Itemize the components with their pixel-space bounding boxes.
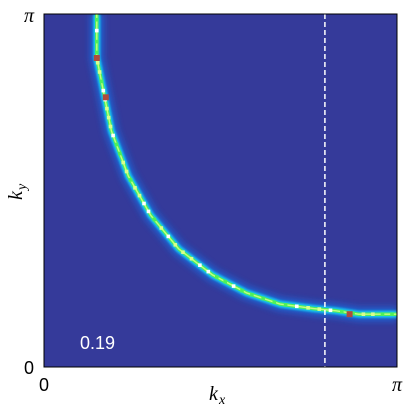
contour-pixel xyxy=(215,275,219,279)
contour-pixel xyxy=(272,300,277,304)
contour-pixel xyxy=(114,142,119,147)
contour-pixel xyxy=(95,39,99,44)
contour-hotspot-0 xyxy=(93,55,100,61)
contour-pixel xyxy=(95,60,100,65)
contour-pixel xyxy=(118,151,122,156)
contour-pixel xyxy=(390,312,394,316)
contour-pixel xyxy=(146,209,151,214)
contour-pixel xyxy=(95,28,99,33)
contour-pixel xyxy=(95,50,99,55)
contour-pixel xyxy=(206,269,211,274)
contour-pixel xyxy=(306,306,310,310)
contour-pixel xyxy=(106,115,111,120)
contour-pixel xyxy=(128,178,133,182)
contour-pixel xyxy=(189,256,194,261)
y-tick-label-pi: π xyxy=(24,5,35,27)
contour-hotspot-2 xyxy=(346,311,353,318)
contour-pixel xyxy=(99,79,104,84)
contour-pixel xyxy=(240,288,244,293)
contour-pixel xyxy=(380,312,385,316)
contour-pixel xyxy=(328,308,333,313)
contour-pixel xyxy=(223,279,227,284)
x-axis-label: k x xyxy=(209,383,226,408)
contour-pixel xyxy=(198,263,202,267)
contour-pixel xyxy=(105,106,109,111)
contour-pixel xyxy=(159,226,164,230)
contour-pixel xyxy=(250,292,254,297)
plot-frame xyxy=(43,13,398,368)
contour-pixel xyxy=(231,284,236,288)
contour-pixel xyxy=(317,307,322,311)
contour-highlight xyxy=(96,14,397,315)
x-tick-label-0: 0 xyxy=(39,375,49,395)
contour-pixel xyxy=(181,250,185,254)
tick-marks xyxy=(43,13,398,368)
contour-pixel xyxy=(166,234,171,239)
contour-pixel xyxy=(371,312,375,316)
x-tick-label-pi: π xyxy=(392,374,403,396)
contour-pixel xyxy=(295,304,299,309)
doping-annotation: 0.19 xyxy=(80,333,115,353)
contour-pixel xyxy=(173,243,178,247)
svg-text:x: x xyxy=(218,393,226,408)
contour-hotspot-1 xyxy=(102,94,109,101)
contour-pixel xyxy=(283,303,288,307)
contour-pixel xyxy=(124,169,129,174)
y-tick-label-0: 0 xyxy=(24,358,34,378)
heatmap-layer xyxy=(89,14,397,322)
contour-pixel xyxy=(108,124,113,129)
contour-pixel xyxy=(340,309,344,314)
contour-pixel xyxy=(351,311,355,316)
svg-text:k: k xyxy=(209,383,219,405)
contour-pixel xyxy=(152,217,157,222)
y-axis-label: k y xyxy=(5,183,30,200)
contour-pixel xyxy=(95,17,99,22)
contour-pixel xyxy=(137,193,142,198)
svg-text:k: k xyxy=(5,190,27,200)
contour-pixel xyxy=(142,201,146,206)
contour-pixel xyxy=(133,186,137,190)
contour-pixel xyxy=(361,312,366,316)
contour-pixel xyxy=(111,133,115,138)
contour-pixel xyxy=(261,296,265,301)
contour-pixel xyxy=(121,160,125,165)
svg-text:y: y xyxy=(15,183,30,192)
contour-pixel xyxy=(101,88,106,93)
contour-pixel xyxy=(97,70,102,74)
